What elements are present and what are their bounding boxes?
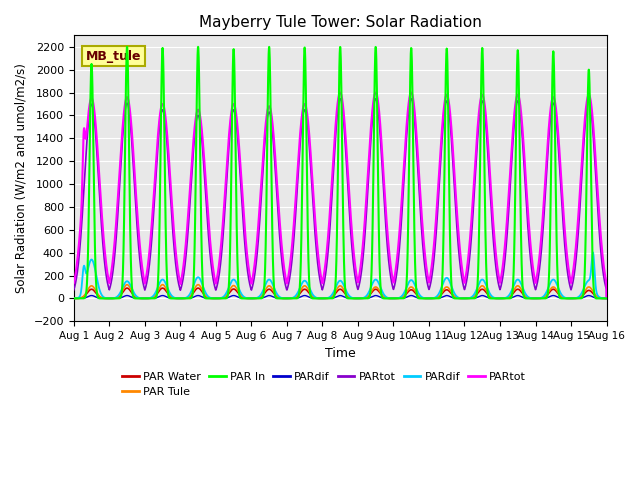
Y-axis label: Solar Radiation (W/m2 and umol/m2/s): Solar Radiation (W/m2 and umol/m2/s) [15, 63, 28, 293]
Title: Mayberry Tule Tower: Solar Radiation: Mayberry Tule Tower: Solar Radiation [199, 15, 482, 30]
Legend: PAR Water, PAR Tule, PAR In, PARdif, PARtot, PARdif, PARtot: PAR Water, PAR Tule, PAR In, PARdif, PAR… [118, 367, 531, 401]
X-axis label: Time: Time [324, 347, 356, 360]
Text: MB_tule: MB_tule [86, 49, 141, 62]
